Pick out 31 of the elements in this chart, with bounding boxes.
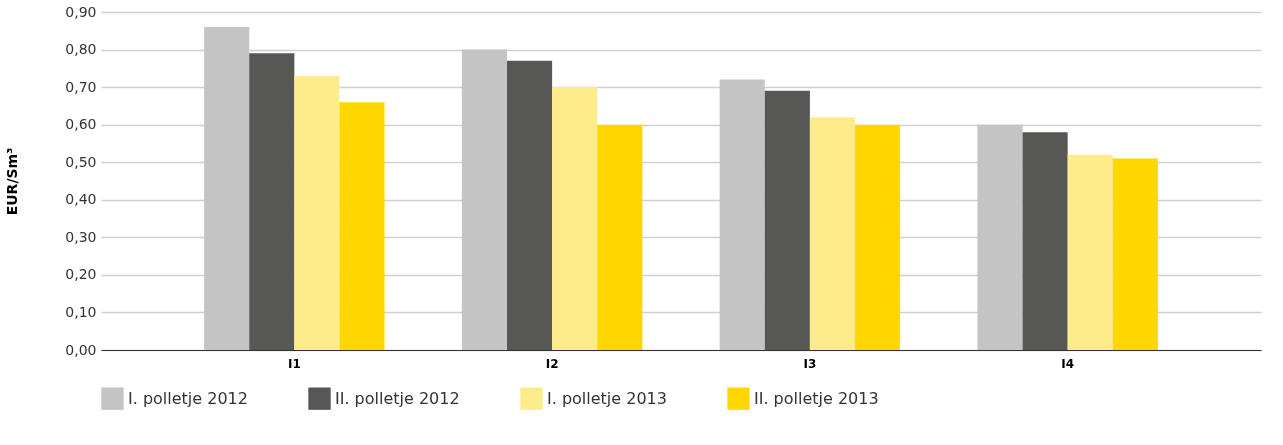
y-tick-label: 0,20 [65, 266, 97, 283]
y-axis-title: EUR/Sm³ [4, 147, 21, 216]
legend-label: I. polletje 2012 [128, 388, 248, 408]
x-tick-label: I4 [1061, 356, 1075, 371]
x-tick-label: I1 [287, 356, 301, 371]
x-tick-label: I3 [803, 356, 817, 371]
legend-label: I. polletje 2013 [547, 388, 667, 408]
y-tick-label: 0,60 [65, 116, 97, 133]
bar [597, 124, 643, 350]
bar [249, 53, 295, 350]
bar [507, 60, 553, 350]
y-tick-label: 0,10 [65, 303, 97, 320]
bar [1067, 154, 1113, 350]
y-tick-label: 0,30 [65, 228, 97, 245]
y-tick-label: 0,50 [65, 153, 97, 170]
bar [294, 75, 340, 350]
x-tick-label: I2 [545, 356, 559, 371]
bar [855, 124, 901, 350]
y-tick-label: 0,00 [65, 341, 97, 358]
bar [552, 87, 598, 350]
bar [809, 117, 855, 350]
y-tick-label: 0,90 [65, 3, 97, 20]
bar [764, 90, 810, 350]
y-tick-label: 0,40 [65, 191, 97, 208]
y-tick-label: 0,70 [65, 78, 97, 95]
bar [1112, 158, 1158, 350]
legend-label: II. polletje 2012 [335, 388, 460, 408]
legend-label: II. polletje 2013 [754, 388, 879, 408]
bar [339, 102, 385, 350]
y-tick-label: 0,80 [65, 41, 97, 58]
bar [1022, 132, 1068, 350]
